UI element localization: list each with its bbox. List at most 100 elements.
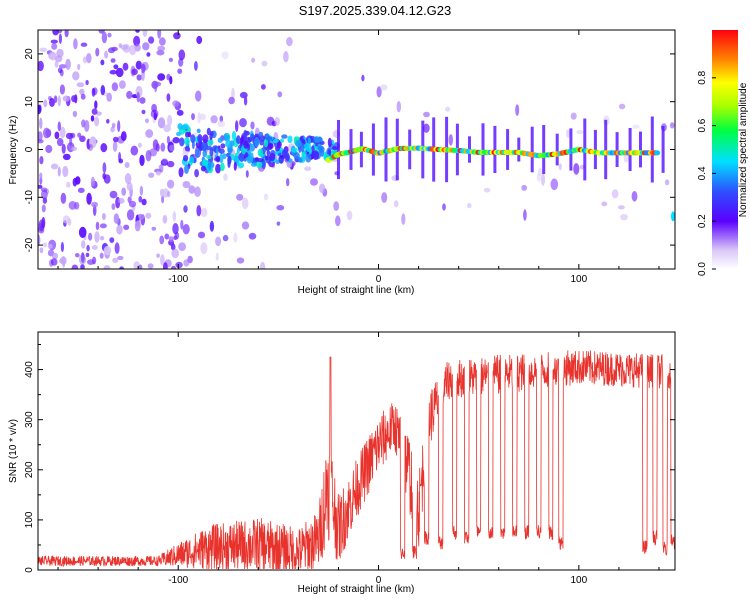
spectrogram-blob (139, 154, 145, 167)
spectrogram-blob (118, 158, 124, 164)
spectrogram-blob (109, 69, 117, 75)
spectrogram-blob (103, 174, 111, 184)
spectrogram-blob (169, 76, 173, 85)
spectrogram-blob (170, 243, 176, 251)
spectrogram-blob (126, 90, 133, 99)
spectrogram-blob (274, 116, 280, 126)
spectrogram-blob (90, 115, 95, 122)
spectrogram-blob (112, 141, 118, 152)
spectrogram-blob (576, 130, 584, 135)
spectrogram-blob (111, 46, 118, 52)
spectrogram-blob (50, 39, 58, 44)
snr-series-line (38, 350, 675, 570)
spectrogram-blob (335, 215, 341, 227)
spectrogram-blob (243, 140, 249, 149)
y-tick-label: -10 (24, 190, 35, 205)
spectrogram-blob (236, 193, 244, 201)
spectrogram-blob (229, 140, 235, 147)
spectrogram-blob (215, 163, 221, 174)
spectrogram-blob (81, 119, 86, 128)
carrier-track-point (653, 150, 661, 156)
spectrogram-blob (566, 129, 571, 138)
spectrogram-blob (71, 264, 79, 269)
spectrogram-blob (126, 182, 133, 191)
spectrogram-blob (80, 42, 88, 47)
spectrogram-blob (85, 252, 90, 258)
spectrogram-blob (122, 44, 131, 53)
snr-xlabel: Height of straight line (km) (298, 584, 415, 595)
spectrogram-blob (189, 156, 195, 164)
spectrogram-blob (41, 216, 46, 229)
spectrogram-blob (160, 142, 166, 152)
spectrogram-blob (235, 120, 239, 132)
spectrogram-blob (445, 106, 451, 112)
spectrogram-blob (106, 92, 112, 102)
spectrogram-blob (130, 145, 139, 156)
spectrogram-blob (141, 198, 147, 206)
spectrogram-blob (111, 203, 116, 211)
spectrogram-blob (215, 252, 219, 261)
spectrogram-blob (307, 137, 311, 144)
spectrogram-blob (332, 146, 338, 151)
spectrogram-blob (256, 160, 263, 169)
snr-ticks: -100 0 100 0 100 200 300 400 (24, 332, 675, 586)
spectrogram-blob (172, 223, 179, 235)
spectrogram-blob (78, 226, 87, 238)
spectrogram-blob (231, 130, 237, 141)
spectrogram-blob (102, 162, 107, 174)
spectrogram-blob (91, 201, 99, 208)
spectrogram-blob (113, 213, 120, 224)
spectrogram-blob (166, 160, 175, 168)
spectrogram-blob (167, 190, 171, 198)
spectrogram-streak (530, 126, 534, 173)
spectrogram-blob (82, 56, 87, 64)
spectrogram-blob (187, 255, 193, 264)
spectrogram-blob (361, 74, 365, 82)
spectrogram-blob (60, 192, 67, 204)
spectrogram-blob (423, 111, 430, 118)
spectrogram-blob (176, 131, 182, 137)
spectrogram-blob (95, 221, 100, 231)
spectrogram-blob (88, 232, 93, 241)
spectrogram-blob (281, 134, 288, 139)
spectrogram-blob (112, 257, 119, 263)
spectrogram-blob (197, 231, 206, 239)
spectrogram-blob (215, 155, 221, 163)
x-tick-label: 0 (376, 575, 382, 586)
spectrogram-blob (153, 112, 158, 121)
spectrogram-blob (269, 153, 276, 162)
spectrogram-blob (160, 254, 165, 266)
spectrogram-blob (312, 150, 319, 161)
spectrogram-blob (632, 124, 640, 129)
spectrogram-blob (42, 242, 48, 248)
spectrogram-blob (263, 193, 269, 201)
spectrogram-streak (650, 116, 654, 183)
spectrogram-blob (94, 116, 100, 127)
spectrogram-blob (124, 162, 130, 168)
spectrogram-blob (100, 85, 106, 96)
y-tick-label: 300 (24, 411, 35, 428)
spectrogram-blob (178, 58, 184, 67)
spectrogram-blob (140, 63, 146, 74)
spectrogram-blob (670, 122, 675, 129)
spectrogram-blob (319, 183, 326, 194)
spectrogram-blob (145, 212, 152, 219)
spectrogram-blob (91, 108, 98, 115)
spectrogram-blob (79, 135, 86, 143)
spectrogram-blob (179, 137, 185, 147)
spectrogram-blob (62, 215, 71, 224)
spectrogram-blob (275, 159, 280, 164)
spectrogram-blob (301, 151, 305, 158)
spectrogram-blob (88, 143, 93, 152)
spectrogram-blob (183, 155, 189, 162)
spectrogram-blob (166, 93, 171, 102)
spectrogram-blob (223, 173, 228, 181)
spectrogram-blob (248, 143, 255, 152)
snr-panel: -100 0 100 0 100 200 300 400 Height of straight… (8, 331, 676, 595)
spectrogram-blob (176, 109, 184, 116)
y-tick-label: 0 (24, 567, 35, 573)
spectrogram-blob (158, 164, 164, 169)
spectrogram-blob (376, 86, 382, 98)
spectrogram-blob (172, 211, 177, 222)
